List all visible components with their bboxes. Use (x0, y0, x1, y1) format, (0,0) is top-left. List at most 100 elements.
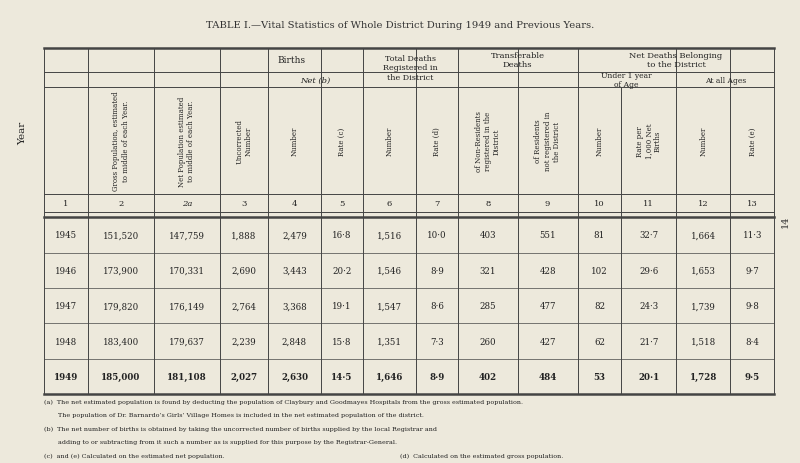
Text: 1948: 1948 (55, 337, 77, 346)
Text: Births: Births (278, 56, 306, 65)
Text: Rate per
1,000 Net
Births: Rate per 1,000 Net Births (635, 124, 662, 159)
Text: 7: 7 (434, 199, 439, 207)
Text: Net Deaths Belonging
to the District: Net Deaths Belonging to the District (630, 52, 722, 69)
Text: 1: 1 (63, 199, 69, 207)
Text: (c)  and (e) Calculated on the estimated net population.: (c) and (e) Calculated on the estimated … (44, 453, 225, 458)
Text: At all Ages: At all Ages (705, 76, 746, 84)
Text: 29·6: 29·6 (639, 266, 658, 275)
Text: Rate (e): Rate (e) (749, 127, 757, 156)
Text: 260: 260 (479, 337, 496, 346)
Text: 551: 551 (539, 231, 556, 240)
Text: 402: 402 (479, 372, 497, 381)
Text: adding to or subtracting from it such a number as is supplied for this purpose b: adding to or subtracting from it such a … (44, 439, 397, 444)
Text: Gross Population, estimated
to middle of each Year.: Gross Population, estimated to middle of… (112, 92, 130, 191)
Text: 1947: 1947 (55, 301, 77, 311)
Text: 81: 81 (594, 231, 605, 240)
Text: 9·7: 9·7 (746, 266, 759, 275)
Text: 2,239: 2,239 (231, 337, 256, 346)
Text: 484: 484 (538, 372, 557, 381)
Text: 20·2: 20·2 (332, 266, 352, 275)
Text: 102: 102 (591, 266, 608, 275)
Text: 170,331: 170,331 (169, 266, 205, 275)
Text: 1,547: 1,547 (377, 301, 402, 311)
Text: 14·5: 14·5 (331, 372, 353, 381)
Text: 1945: 1945 (55, 231, 77, 240)
Text: 20·1: 20·1 (638, 372, 659, 381)
Text: 147,759: 147,759 (169, 231, 205, 240)
Text: 1946: 1946 (55, 266, 77, 275)
Text: 9·5: 9·5 (745, 372, 760, 381)
Text: 10: 10 (594, 199, 605, 207)
Text: 176,149: 176,149 (169, 301, 205, 311)
Text: 2a: 2a (182, 199, 192, 207)
Text: 16·8: 16·8 (332, 231, 352, 240)
Text: 13: 13 (747, 199, 758, 207)
Text: 9: 9 (545, 199, 550, 207)
Text: 4: 4 (292, 199, 298, 207)
Text: 1,518: 1,518 (690, 337, 716, 346)
Text: (b)  The net number of births is obtained by taking the uncorrected number of bi: (b) The net number of births is obtained… (44, 426, 437, 431)
Text: 53: 53 (594, 372, 606, 381)
Text: 3,443: 3,443 (282, 266, 307, 275)
Text: Rate (d): Rate (d) (433, 127, 441, 156)
Text: Uncorrected
Number: Uncorrected Number (235, 119, 253, 163)
Text: TABLE I.—Vital Statistics of Whole District During 1949 and Previous Years.: TABLE I.—Vital Statistics of Whole Distr… (206, 21, 594, 30)
Text: 3,368: 3,368 (282, 301, 307, 311)
Text: 1,351: 1,351 (377, 337, 402, 346)
Text: The population of Dr. Barnardo’s Girls’ Village Homes is included in the net est: The population of Dr. Barnardo’s Girls’ … (44, 412, 424, 417)
Text: 2,848: 2,848 (282, 337, 307, 346)
Text: 2: 2 (118, 199, 123, 207)
Text: 427: 427 (539, 337, 556, 346)
Text: 8: 8 (485, 199, 490, 207)
Text: 24·3: 24·3 (639, 301, 658, 311)
Text: 1,546: 1,546 (377, 266, 402, 275)
Text: Transferable
Deaths: Transferable Deaths (490, 52, 545, 69)
Text: 1,646: 1,646 (376, 372, 403, 382)
Text: 12: 12 (698, 199, 709, 207)
Text: Rate (c): Rate (c) (338, 127, 346, 155)
Text: 321: 321 (480, 266, 496, 275)
Text: 8·6: 8·6 (430, 301, 444, 311)
Text: Under 1 year
of Age: Under 1 year of Age (602, 72, 652, 89)
Text: 1,653: 1,653 (690, 266, 716, 275)
Text: 11: 11 (643, 199, 654, 207)
Text: 8·4: 8·4 (746, 337, 759, 346)
Text: 1,728: 1,728 (690, 372, 717, 382)
Text: 14: 14 (781, 215, 790, 228)
Text: 10·0: 10·0 (427, 231, 446, 240)
Text: 1,739: 1,739 (690, 301, 716, 311)
Text: 1,664: 1,664 (690, 231, 716, 240)
Text: 173,900: 173,900 (103, 266, 139, 275)
Text: 7·3: 7·3 (430, 337, 444, 346)
Text: 8·9: 8·9 (430, 372, 445, 381)
Text: 5: 5 (339, 199, 345, 207)
Text: 1,516: 1,516 (377, 231, 402, 240)
Text: 183,400: 183,400 (102, 337, 139, 346)
Text: 179,637: 179,637 (169, 337, 205, 346)
Text: 2,630: 2,630 (281, 372, 308, 382)
Text: Number: Number (699, 126, 707, 156)
Text: 82: 82 (594, 301, 605, 311)
Text: 2,690: 2,690 (231, 266, 257, 275)
Text: 6: 6 (386, 199, 392, 207)
Text: Net Population estimated
to middle of each Year.: Net Population estimated to middle of ea… (178, 96, 195, 186)
Text: 2,764: 2,764 (231, 301, 256, 311)
Text: Net (b): Net (b) (301, 76, 330, 84)
Text: 179,820: 179,820 (102, 301, 139, 311)
Text: 21·7: 21·7 (639, 337, 658, 346)
Text: Year: Year (18, 121, 27, 145)
Text: 15·8: 15·8 (332, 337, 352, 346)
Text: of Residents
not registered in
the District: of Residents not registered in the Distr… (534, 112, 561, 171)
Text: 3: 3 (242, 199, 246, 207)
Text: 477: 477 (539, 301, 556, 311)
Text: (a)  The net estimated population is found by deducting the population of Claybu: (a) The net estimated population is foun… (44, 399, 523, 404)
Text: 285: 285 (479, 301, 496, 311)
Text: 2,027: 2,027 (230, 372, 258, 382)
Text: Number: Number (290, 126, 298, 156)
Text: 1,888: 1,888 (231, 231, 257, 240)
Text: 19·1: 19·1 (332, 301, 352, 311)
Text: Number: Number (595, 126, 603, 156)
Text: 428: 428 (539, 266, 556, 275)
Text: of Non-Residents
registered in the
District: of Non-Residents registered in the Distr… (474, 111, 501, 172)
Text: 2,479: 2,479 (282, 231, 307, 240)
